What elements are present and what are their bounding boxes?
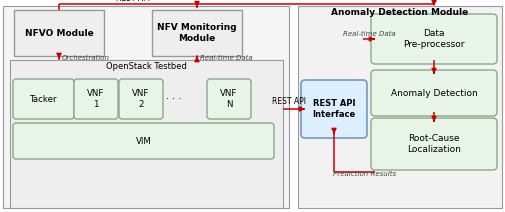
FancyBboxPatch shape: [370, 14, 496, 64]
FancyBboxPatch shape: [370, 118, 496, 170]
Text: VNF
N: VNF N: [220, 89, 237, 109]
Text: Orchestration: Orchestration: [62, 55, 110, 61]
Text: OpenStack Testbed: OpenStack Testbed: [106, 62, 186, 71]
FancyBboxPatch shape: [207, 79, 250, 119]
Bar: [3, 6, 288, 208]
FancyBboxPatch shape: [370, 70, 496, 116]
Text: Root-Cause
Localization: Root-Cause Localization: [406, 134, 460, 154]
Text: Real-time Data: Real-time Data: [342, 31, 394, 37]
Bar: [152, 10, 241, 56]
Text: Anomaly Detection: Anomaly Detection: [390, 88, 476, 98]
FancyBboxPatch shape: [74, 79, 118, 119]
FancyBboxPatch shape: [300, 80, 366, 138]
Text: Prediction Results: Prediction Results: [332, 171, 395, 177]
FancyBboxPatch shape: [13, 123, 274, 159]
Bar: [14, 10, 104, 56]
Bar: [297, 6, 501, 208]
Text: VNF
2: VNF 2: [132, 89, 149, 109]
Text: REST API: REST API: [272, 97, 306, 106]
Text: VNF
1: VNF 1: [87, 89, 105, 109]
Text: REST API
Interface: REST API Interface: [312, 99, 355, 119]
Text: · · ·: · · ·: [166, 94, 181, 104]
Text: REST API: REST API: [116, 0, 149, 3]
Text: VIM: VIM: [135, 137, 151, 145]
FancyBboxPatch shape: [119, 79, 163, 119]
Text: NFVO Module: NFVO Module: [25, 28, 93, 38]
Text: Tacker: Tacker: [30, 95, 57, 103]
Text: NFV Monitoring
Module: NFV Monitoring Module: [157, 23, 236, 43]
Bar: [10, 60, 282, 208]
Text: Anomaly Detection Module: Anomaly Detection Module: [331, 8, 468, 17]
FancyBboxPatch shape: [13, 79, 74, 119]
Text: Real-time Data: Real-time Data: [199, 55, 252, 61]
Text: Data
Pre-processor: Data Pre-processor: [402, 29, 464, 49]
